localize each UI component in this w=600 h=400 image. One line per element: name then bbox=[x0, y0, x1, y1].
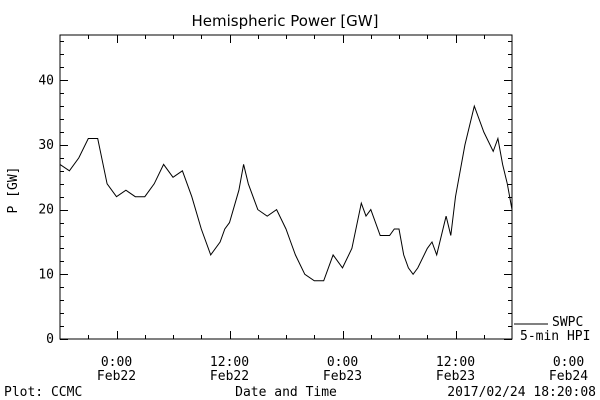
y-axis-label: P [GW] bbox=[6, 167, 21, 214]
x-axis-ticks: 0:00Feb2212:00Feb220:00Feb2312:00Feb230:… bbox=[88, 35, 588, 384]
x-tick-time-label: 12:00 bbox=[436, 355, 475, 370]
y-axis-ticks: 0 10 20 30 40 bbox=[38, 41, 512, 347]
footer-right: 2017/02/24 18:20:08 bbox=[447, 385, 596, 400]
footer-left: Plot: CCMC bbox=[4, 385, 82, 400]
x-tick-time-label: 0:00 bbox=[327, 355, 358, 370]
y-tick-label: 10 bbox=[38, 267, 54, 282]
y-tick-label: 0 bbox=[46, 332, 54, 347]
x-tick-date-label: Feb23 bbox=[436, 369, 475, 384]
chart-title: Hemispheric Power [GW] bbox=[192, 12, 379, 30]
plot-frame bbox=[59, 34, 513, 340]
x-tick-date-label: Feb22 bbox=[210, 369, 249, 384]
x-tick-date-label: Feb24 bbox=[549, 369, 588, 384]
y-tick-label: 40 bbox=[38, 73, 54, 88]
hemispheric-power-series-line bbox=[59, 60, 513, 282]
x-tick-time-label: 0:00 bbox=[553, 355, 584, 370]
y-tick-label: 30 bbox=[38, 138, 54, 153]
y-tick-label: 20 bbox=[38, 203, 54, 218]
x-axis-label: Date and Time bbox=[235, 385, 337, 400]
note-swpc: SWPC bbox=[552, 315, 583, 330]
x-tick-time-label: 12:00 bbox=[210, 355, 249, 370]
x-tick-date-label: Feb22 bbox=[97, 369, 136, 384]
x-tick-date-label: Feb23 bbox=[323, 369, 362, 384]
x-tick-time-label: 0:00 bbox=[101, 355, 132, 370]
note-5min-hpi: 5-min HPI bbox=[520, 329, 590, 344]
